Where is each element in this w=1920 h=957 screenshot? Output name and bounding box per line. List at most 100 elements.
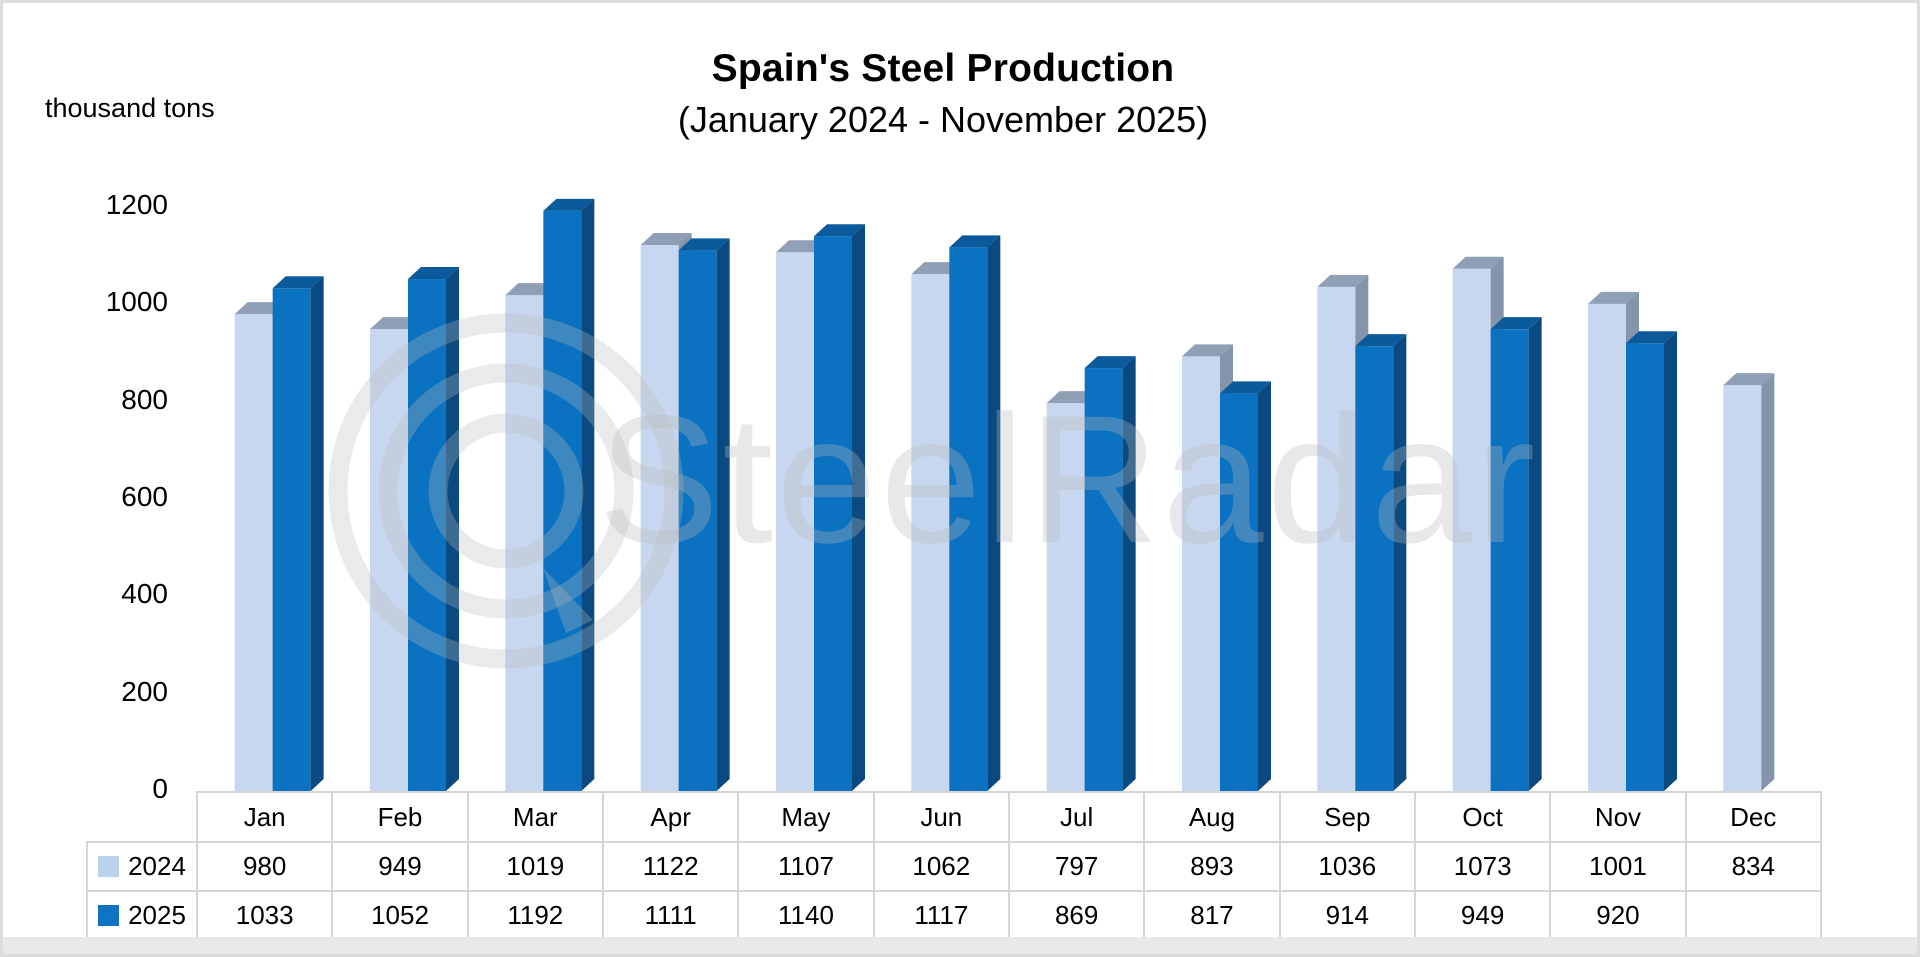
bar-2025-Apr-side xyxy=(716,238,730,791)
value-cell-2024-May: 1107 xyxy=(737,841,875,892)
bar-2025-May-top xyxy=(814,224,865,237)
legend-cell-2025: 2025 xyxy=(86,890,198,941)
bar-2024-Nov-front xyxy=(1588,303,1626,791)
bar-2025-Jun-side xyxy=(987,235,1001,792)
bar-2025-Jul-top xyxy=(1084,356,1136,369)
value-cell-2025-Jun: 1117 xyxy=(872,890,1010,941)
value-cell-2024-Jul: 797 xyxy=(1007,841,1146,892)
month-header-Mar: Mar xyxy=(466,791,604,843)
data-table: Jan Feb Mar Apr May Jun Jul Aug Sep Oct Nov Dec 2024… xyxy=(86,791,1822,941)
value-cell-2024-Apr: 1122 xyxy=(601,841,740,892)
bar-2024-Oct-front xyxy=(1452,268,1491,792)
bar-2025-Sep-side xyxy=(1393,334,1407,791)
month-header-May: May xyxy=(737,791,875,843)
bar-2025-Nov-front xyxy=(1626,343,1664,791)
month-header-Aug: Aug xyxy=(1143,791,1281,843)
value-cell-2025-Oct: 949 xyxy=(1413,890,1552,941)
value-cell-2025-Sep: 914 xyxy=(1278,890,1416,941)
bar-2024-Jul-front xyxy=(1046,403,1085,791)
value-cell-2024-Aug: 893 xyxy=(1143,841,1281,892)
y-tick-400: 400 xyxy=(121,578,168,610)
bar-2024-Aug-front xyxy=(1182,356,1220,791)
chart-subtitle: (January 2024 - November 2025) xyxy=(677,99,1209,140)
y-tick-600: 600 xyxy=(121,481,168,512)
bar-2024-Sep-top xyxy=(1317,274,1369,287)
value-cell-2025-Mar: 1192 xyxy=(466,890,604,941)
bar-2024-Aug-top xyxy=(1182,344,1233,357)
bar-2024-Jun-front xyxy=(911,274,950,791)
bar-2025-Feb-front xyxy=(408,279,446,791)
value-cell-2025-May: 1140 xyxy=(737,890,875,941)
legend-swatch-2025 xyxy=(98,905,120,926)
bar-2024-Sep-front xyxy=(1317,286,1356,791)
footer-strip xyxy=(3,937,1917,954)
bar-2025-Mar-front xyxy=(543,210,582,792)
value-cell-2025-Apr: 1111 xyxy=(601,890,740,941)
bar-2025-Jul-side xyxy=(1122,356,1136,791)
month-header-Feb: Feb xyxy=(331,791,469,843)
bar-2025-Oct-front xyxy=(1490,329,1529,791)
value-cell-2025-Jan: 1033 xyxy=(195,890,334,941)
bar-2024-Dec-side xyxy=(1761,373,1775,791)
bar-2024-Nov-top xyxy=(1588,291,1639,304)
value-cell-2024-Feb: 949 xyxy=(331,841,469,892)
bar-2025-Aug-front xyxy=(1220,393,1258,791)
bar-2025-Sep-top xyxy=(1355,334,1407,347)
bar-2025-Nov-top xyxy=(1626,331,1677,344)
month-header-Jan: Jan xyxy=(195,791,334,843)
bar-2025-Aug-top xyxy=(1220,381,1271,394)
legend-swatch-2024 xyxy=(98,856,120,877)
y-tick-1200: 1200 xyxy=(105,189,168,220)
table-row-2024: 2024 980 949 1019 1122 1107 1062 797 893 1036 1073… xyxy=(86,841,1822,892)
table-corner-cell xyxy=(87,792,198,843)
chart-title: Spain's Steel Production xyxy=(711,47,1175,90)
value-cell-2024-Sep: 1036 xyxy=(1278,841,1416,892)
y-axis-unit-label: thousand tons xyxy=(45,93,215,123)
value-cell-2025-Nov: 920 xyxy=(1549,890,1687,941)
bar-2024-May-front xyxy=(776,252,814,791)
bar-2025-Feb-side xyxy=(446,267,459,791)
table-row-2025: 2025 1033 1052 1192 1111 1140 1117 869 817 914 949… xyxy=(86,890,1822,941)
value-cell-2025-Aug: 817 xyxy=(1143,890,1281,941)
value-cell-2025-Dec xyxy=(1684,890,1822,941)
bar-2024-Feb-front xyxy=(370,329,408,791)
bar-2025-May-front xyxy=(814,236,852,791)
month-header-Apr: Apr xyxy=(601,791,740,843)
bar-2025-Oct-side xyxy=(1528,317,1542,791)
bar-2024-Oct-top xyxy=(1452,256,1504,269)
month-header-Oct: Oct xyxy=(1413,791,1552,843)
month-header-Sep: Sep xyxy=(1278,791,1416,843)
bar-2025-Jun-front xyxy=(949,247,988,792)
chart-header: Spain's Steel Production (January 2024 -… xyxy=(3,47,1883,141)
bar-2025-Jul-front xyxy=(1084,368,1123,791)
month-header-Jun: Jun xyxy=(872,791,1010,843)
legend-cell-2024: 2024 xyxy=(86,841,198,892)
month-header-Nov: Nov xyxy=(1549,791,1687,843)
y-tick-1000: 1000 xyxy=(105,286,168,318)
bar-2025-Oct-top xyxy=(1490,317,1542,330)
value-cell-2024-Jun: 1062 xyxy=(872,841,1010,892)
bar-2025-Nov-side xyxy=(1664,331,1677,791)
bar-2025-Feb-top xyxy=(408,267,459,280)
bar-2025-Mar-side xyxy=(581,198,595,792)
bar-2025-Mar-top xyxy=(543,198,595,211)
bar-2024-Apr-top xyxy=(640,232,692,245)
y-tick-200: 200 xyxy=(121,675,168,707)
bar-2024-Apr-front xyxy=(640,244,679,791)
bar-2024-Dec-front xyxy=(1723,385,1762,791)
value-cell-2024-Nov: 1001 xyxy=(1549,841,1687,892)
bar-plot xyxy=(234,198,1775,792)
bar-2024-Jan-front xyxy=(234,314,273,791)
value-cell-2024-Dec: 834 xyxy=(1684,841,1822,892)
bar-2025-Apr-front xyxy=(678,250,717,791)
bar-2025-Aug-side xyxy=(1258,381,1271,791)
bar-2025-Jan-front xyxy=(272,288,311,791)
value-cell-2025-Feb: 1052 xyxy=(331,890,469,941)
value-cell-2024-Jan: 980 xyxy=(195,841,334,892)
value-cell-2025-Jul: 869 xyxy=(1007,890,1146,941)
bar-2025-Jan-top xyxy=(272,276,324,289)
bar-2025-May-side xyxy=(852,224,865,791)
bar-2025-Jan-side xyxy=(310,276,324,792)
bar-2025-Sep-front xyxy=(1355,346,1394,791)
